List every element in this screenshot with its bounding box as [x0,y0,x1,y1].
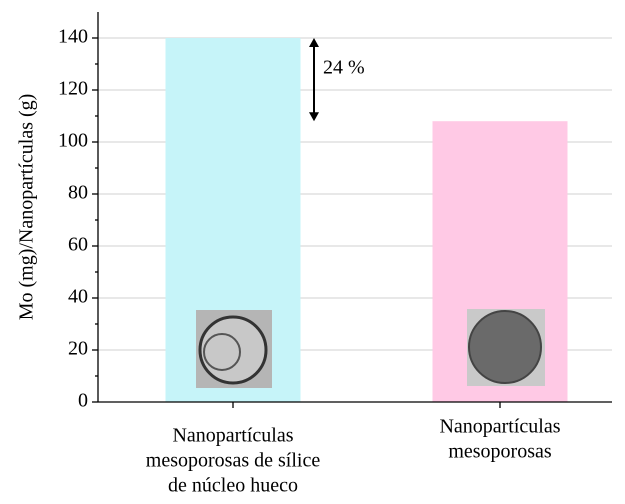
chart: Mo (mg)/Nanopartículas (g) 0 20 40 60 80 100 1… [0,0,625,504]
y-tick-label: 60 [68,234,88,256]
y-tick-label: 0 [78,390,88,412]
y-axis-title: Mo (mg)/Nanopartículas (g) [16,94,38,321]
x-tick-label: mesoporosas de sílice [146,450,321,472]
x-tick-label: Nanopartículas [439,416,560,438]
micrograph-particle [469,311,541,383]
y-tick-label: 100 [58,130,88,152]
x-tick-label: de núcleo hueco [168,475,298,497]
y-tick-label: 140 [58,26,88,48]
annotation: 24 % [323,57,365,79]
micrograph [467,309,545,386]
x-tick-label: mesoporosas [448,441,552,463]
x-tick-label: Nanopartículas [172,425,293,447]
micrograph-particle [200,317,266,383]
micrograph [196,310,272,388]
y-tick-label: 40 [68,286,88,308]
arrow-head [309,112,319,121]
arrow-head [309,38,319,47]
y-tick-label: 80 [68,182,88,204]
y-tick-label: 120 [58,78,88,100]
y-tick-label: 20 [68,338,88,360]
